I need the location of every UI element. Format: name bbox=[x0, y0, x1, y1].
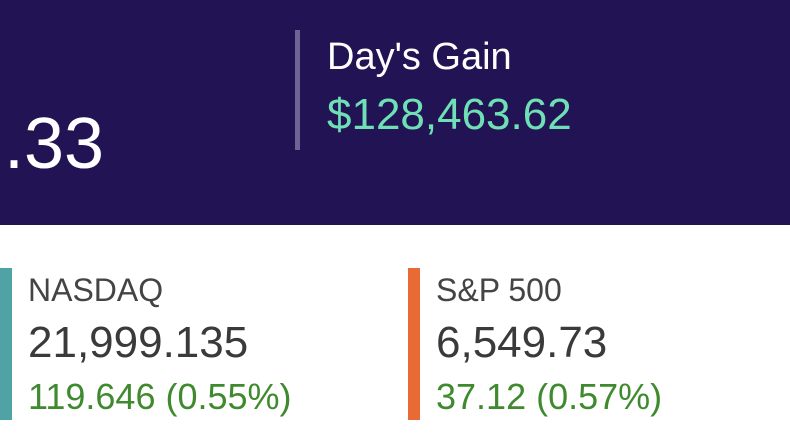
accent-bar bbox=[0, 268, 12, 420]
index-name: NASDAQ bbox=[28, 272, 164, 308]
portfolio-value: .33 bbox=[4, 104, 105, 184]
index-change: 119.646 (0.55%) bbox=[28, 376, 292, 417]
gain-value: $128,463.62 bbox=[327, 90, 572, 139]
index-value: 6,549.73 bbox=[436, 318, 608, 367]
index-name: S&P 500 bbox=[436, 272, 562, 308]
portfolio-header: .33 Day's Gain $128,463.62 bbox=[0, 0, 790, 225]
gain-label: Day's Gain bbox=[327, 36, 512, 78]
index-value: 21,999.135 bbox=[28, 318, 249, 367]
separator bbox=[295, 30, 300, 150]
index-card[interactable]: NASDAQ 21,999.135 119.646 (0.55%) bbox=[0, 268, 380, 420]
index-change: 37.12 (0.57%) bbox=[436, 376, 663, 417]
index-card[interactable]: S&P 500 6,549.73 37.12 (0.57%) bbox=[408, 268, 790, 420]
accent-bar bbox=[408, 268, 420, 420]
